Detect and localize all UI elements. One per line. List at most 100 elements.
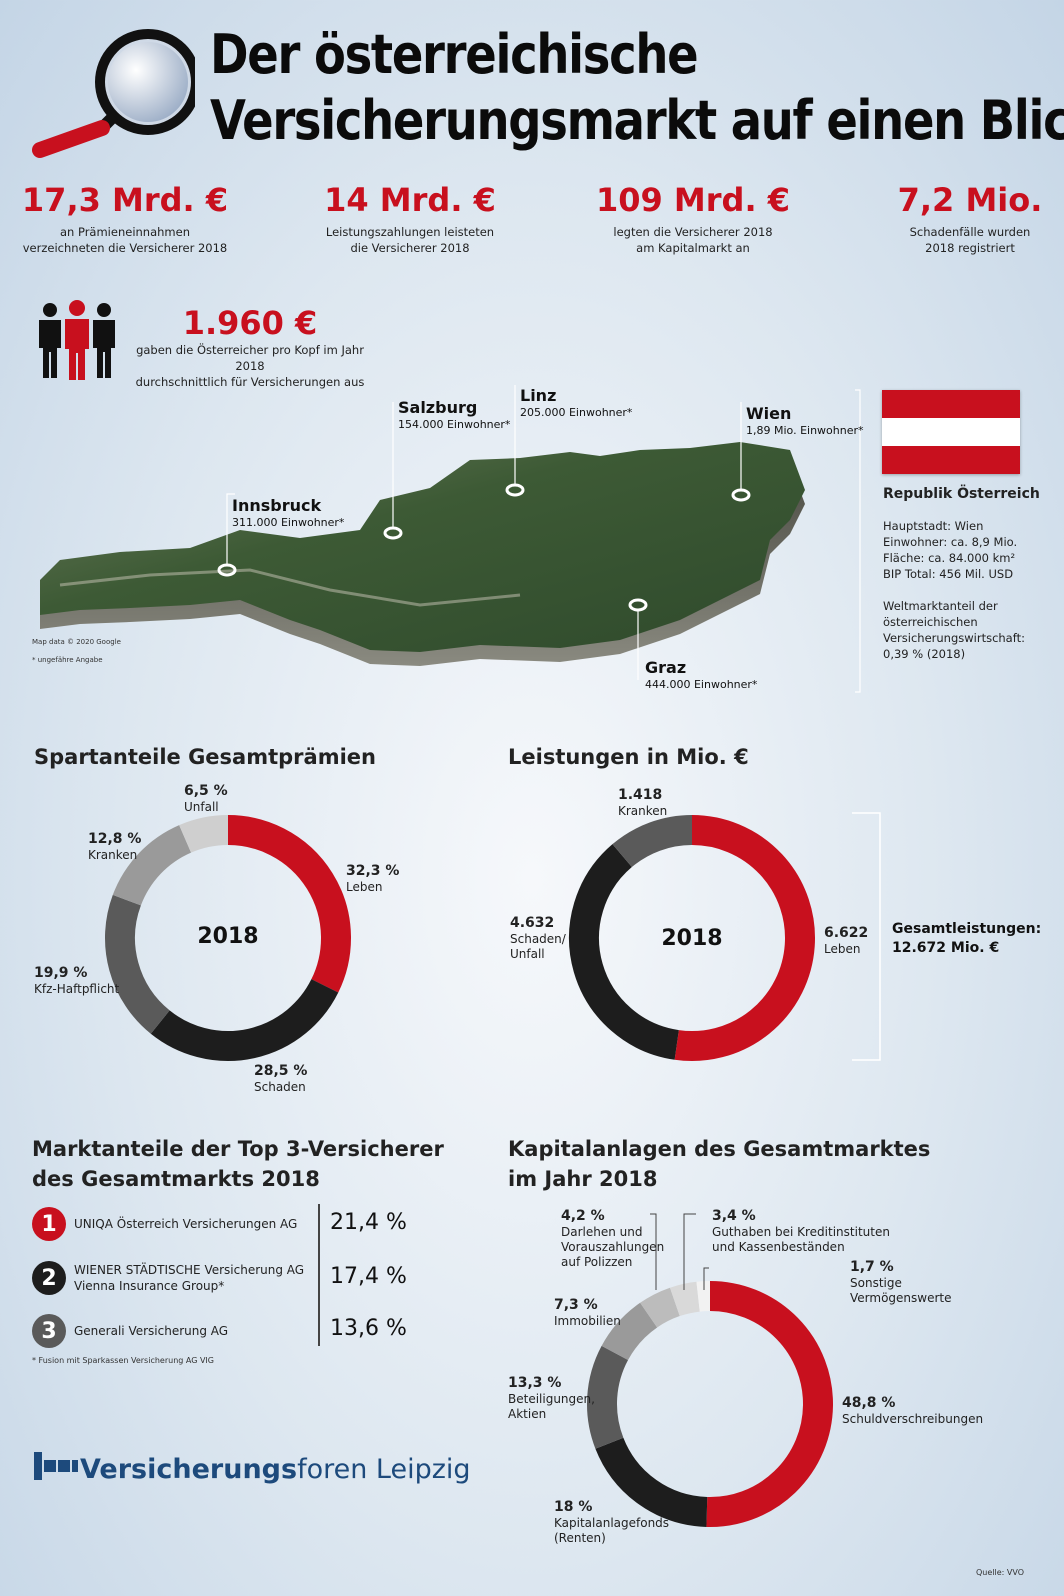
benefits-segment-0 [674,815,815,1061]
investments-donut [587,1281,833,1527]
flag-stripe [882,446,1020,474]
people-icon [39,300,115,380]
insurer-share: 21,4 % [330,1210,407,1235]
investments-segment-1 [595,1437,708,1527]
premiums-label-unfall: 6,5 % Unfall [184,783,228,814]
insurer-share: 13,6 % [330,1316,407,1341]
investments-segment-4 [640,1287,681,1328]
brand-name: Versicherungsforen Leipzig [80,1454,471,1485]
country-share: Versicherungswirtschaft: [883,631,1025,645]
investments-segment-3 [601,1302,658,1361]
insurer-name: UNIQA Österreich Versicherungen AG [74,1217,298,1231]
premiums-donut [105,815,351,1061]
benefits-label-schaden: 4.632 Schaden/Unfall [510,915,566,961]
brand-logo-icon [34,1452,78,1480]
magnifier-icon [32,29,195,158]
country-share: Weltmarktanteil der [883,599,998,613]
premiums-center-label: 2018 [197,924,259,949]
city-graz: Graz 444.000 Einwohner* [645,658,758,691]
kpi-desc: an Prämieneinnahmen [59,225,190,239]
premiums-segment-3 [112,825,192,906]
country-info: Republik Österreich Hauptstadt: Wien Ein… [883,484,1043,662]
benefits-label-leben: 6.622 Leben [824,925,869,956]
investments-title-line: im Jahr 2018 [508,1167,658,1191]
kpi-desc: Leistungszahlungen leisteten [325,225,495,239]
country-name: Republik Österreich [883,486,1040,502]
benefits-bracket [852,812,881,1061]
premiums-segment-1 [150,978,339,1061]
benefits-title: Leistungen in Mio. € [508,745,749,769]
benefits-segment-2 [612,815,693,868]
rank-badge: 2 [32,1261,66,1295]
kpi-claims: 7,2 Mio. Schadenfälle wurden 2018 registr… [880,180,1060,256]
top3-row: 2 WIENER STÄDTISCHE Versicherung AG Vien… [32,1261,322,1295]
invest-label-immobilien: 7,3 % Immobilien [554,1297,621,1328]
kpi-desc: verzeichneten die Versicherer 2018 [22,241,228,255]
top3-title: Marktanteile der Top 3-Versicherer des G… [32,1134,444,1194]
investments-segment-0 [706,1281,833,1527]
invest-label-sonstige: 1,7 % Sonstige Vermögenswerte [850,1259,952,1305]
premiums-label-kfz: 19,9 % Kfz-Haftpflicht [34,965,120,996]
rank-badge: 3 [32,1314,66,1348]
top3-divider [318,1204,320,1346]
country-share: österreichischen [883,615,978,629]
premiums-title: Spartanteile Gesamtprämien [34,745,376,769]
invest-label-beteiligungen: 13,3 % Beteiligungen, Aktien [508,1375,595,1421]
kpi-desc: die Versicherer 2018 [350,241,470,255]
investments-leader-lines [650,1213,709,1290]
invest-label-schuld: 48,8 % Schuldverschreibungen [842,1395,984,1426]
kpi-value: 7,2 Mio. [897,181,1043,219]
city-innsbruck: Innsbruck 311.000 Einwohner* [232,496,345,529]
insurer-share: 17,4 % [330,1264,407,1289]
title-line-1: Der österreichische [210,23,699,86]
rank-badge: 1 [32,1207,66,1241]
benefits-center-label: 2018 [661,926,723,951]
kpi-value: 14 Mrd. € [324,181,496,219]
invest-label-fonds: 18 % Kapitalanlagefonds (Renten) [554,1499,670,1545]
per-capita-desc: durchschnittlich für Versicherungen aus [135,375,365,389]
top3-title-line: Marktanteile der Top 3-Versicherer [32,1137,444,1161]
investments-title: Kapitalanlagen des Gesamtmarktes im Jahr… [508,1134,930,1194]
country-area: Fläche: ca. 84.000 km² [883,551,1016,565]
invest-label-guthaben: 3,4 % Guthaben bei Kreditinstituten und Ka… [712,1208,890,1254]
investments-title-line: Kapitalanlagen des Gesamtmarktes [508,1137,931,1161]
invest-label-darlehen: 4,2 % Darlehen und Vorauszahlungen auf Poli… [561,1208,665,1269]
country-population: Einwohner: ca. 8,9 Mio. [883,535,1018,549]
austria-flag [882,390,1020,474]
benefits-total-label: Gesamtleistungen: [892,921,1042,937]
page-title: Der österreichische Versicherungsmarkt a… [210,22,1064,154]
kpi-desc: am Kapitalmarkt an [636,241,750,255]
austria-map [40,385,861,693]
title-line-2: Versicherungsmarkt auf einen Blick [210,89,1064,152]
premiums-label-kranken: 12,8 % Kranken [88,831,142,862]
benefits-total: Gesamtleistungen: 12.672 Mio. € [892,920,1041,958]
investments-segment-6 [696,1281,711,1312]
city-linz: Linz 205.000 Einwohner* [520,386,633,419]
city-salzburg: Salzburg 154.000 Einwohner* [398,398,511,431]
kpi-investments: 109 Mrd. € legten die Versicherer 2018 am… [583,180,803,256]
per-capita-desc: gaben die Österreicher pro Kopf im Jahr … [136,343,364,373]
benefits-label-kranken: 1.418 Kranken [618,787,668,818]
kpi-benefits: 14 Mrd. € Leistungszahlungen leisteten di… [305,180,515,256]
premiums-label-leben: 32,3 % Leben [346,863,400,894]
kpi-desc: legten die Versicherer 2018 [613,225,773,239]
kpi-premiums: 17,3 Mrd. € an Prämieneinnahmen verzeichn… [20,180,230,256]
flag-stripe [882,418,1020,446]
kpi-value: 17,3 Mrd. € [21,181,229,219]
kpi-desc: Schadenfälle wurden [909,225,1031,239]
investments-segment-5 [669,1281,701,1317]
per-capita-value: 1.960 € [182,304,318,342]
brand-name-light: foren Leipzig [297,1454,471,1485]
kpi-value: 109 Mrd. € [595,181,791,219]
city-wien: Wien 1,89 Mio. Einwohner* [746,404,864,437]
per-capita: 1.960 € gaben die Österreicher pro Kopf … [120,304,380,390]
top3-row: 3 Generali Versicherung AG [32,1314,322,1348]
top3-footnote: * Fusion mit Sparkassen Versicherung AG … [32,1356,214,1365]
top3-title-line: des Gesamtmarkts 2018 [32,1167,320,1191]
country-share: 0,39 % (2018) [883,647,966,661]
benefits-segment-1 [569,844,680,1060]
map-footnote: * ungefähre Angabe [32,656,103,664]
benefits-total-value: 12.672 Mio. € [892,940,1000,956]
premiums-segment-2 [105,894,170,1034]
premiums-segment-0 [227,815,351,993]
